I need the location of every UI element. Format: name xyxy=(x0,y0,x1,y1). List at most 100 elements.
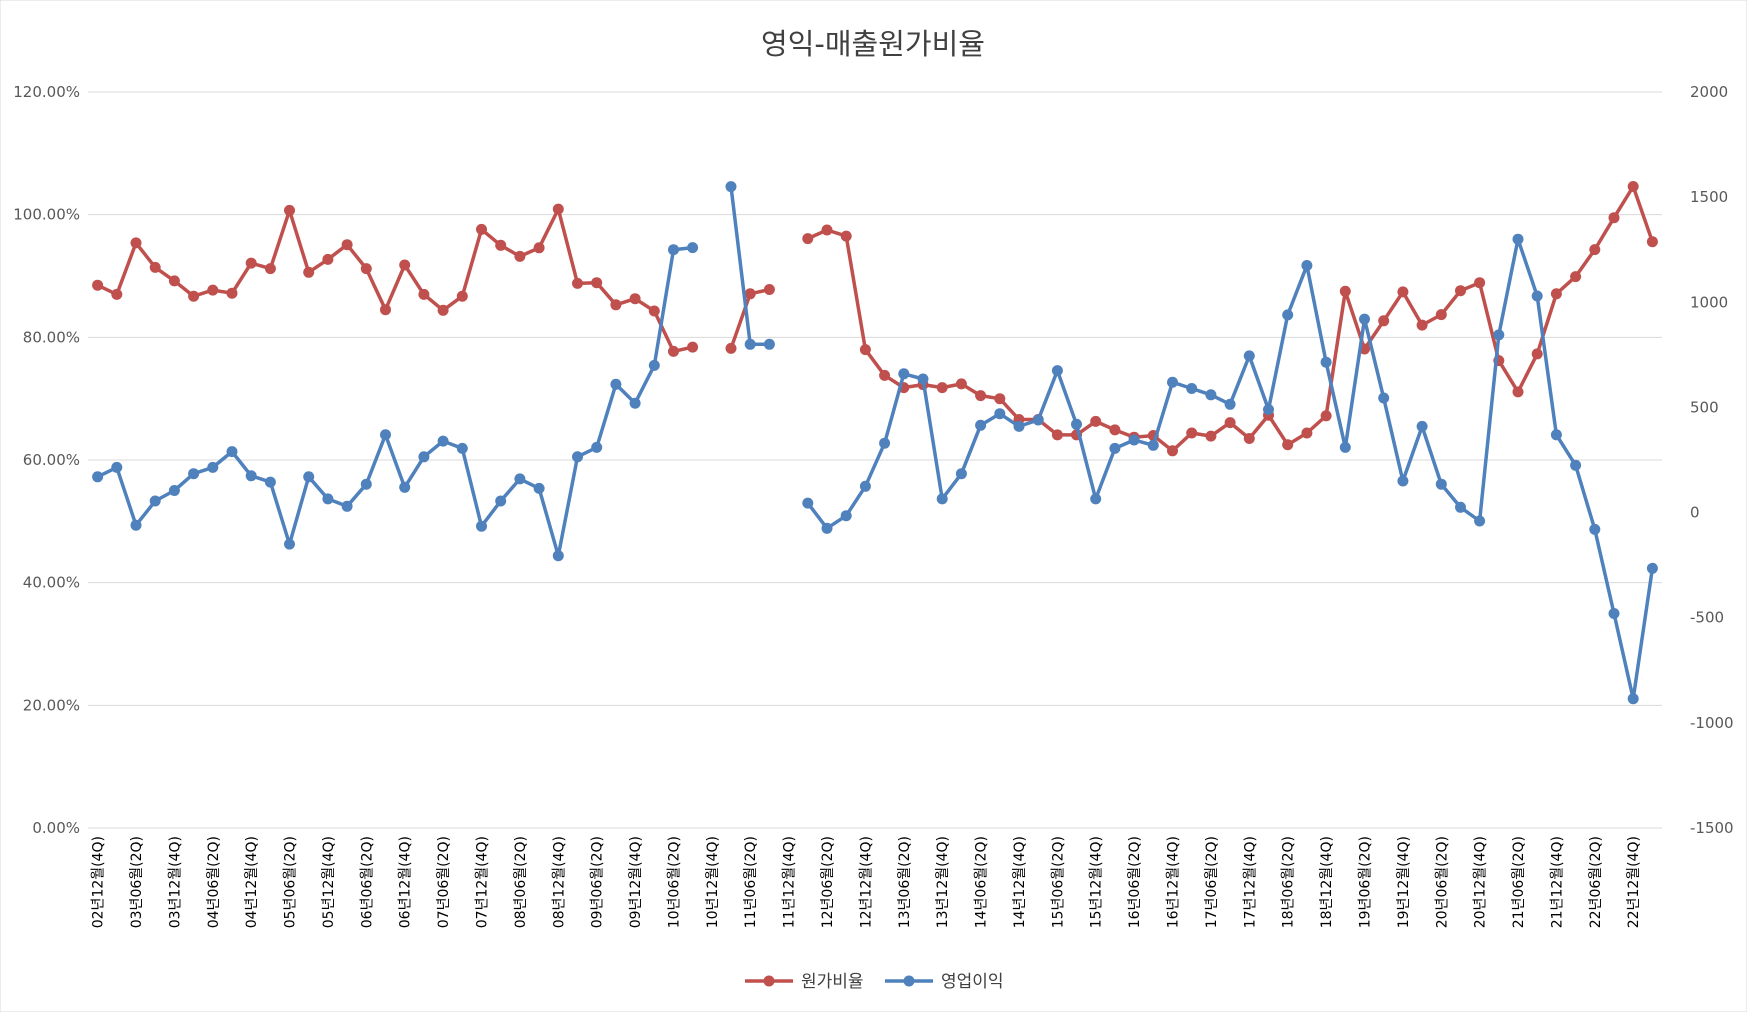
data-point xyxy=(744,338,756,350)
data-point xyxy=(1243,350,1255,362)
data-point xyxy=(629,293,641,305)
legend-swatch-marker xyxy=(903,975,915,987)
x-tick-label: 11년12월(4Q) xyxy=(782,836,798,928)
x-tick-label: 17년06월(2Q) xyxy=(1204,836,1220,928)
x-tick-label: 22년12월(4Q) xyxy=(1626,836,1642,928)
data-point xyxy=(1531,348,1543,360)
data-point xyxy=(303,471,315,483)
data-point xyxy=(418,451,430,463)
data-point xyxy=(418,288,430,300)
data-point xyxy=(1320,356,1332,368)
x-tick-label: 06년12월(4Q) xyxy=(398,836,414,928)
series-영업이익 xyxy=(92,181,1658,705)
y-right-tick-label: -1000 xyxy=(1690,714,1734,732)
data-point xyxy=(994,408,1006,420)
data-point xyxy=(975,390,987,402)
x-tick-label: 19년12월(4Q) xyxy=(1396,836,1412,928)
x-tick-label: 14년12월(4Q) xyxy=(1012,836,1028,928)
data-point xyxy=(1455,285,1466,297)
data-point xyxy=(168,275,180,287)
data-point xyxy=(1378,315,1390,327)
data-point xyxy=(226,446,238,458)
data-point xyxy=(994,393,1006,405)
data-point xyxy=(744,288,756,300)
data-point xyxy=(476,520,487,532)
data-point xyxy=(1339,441,1351,453)
x-tick-label: 08년06월(2Q) xyxy=(513,836,529,928)
data-point xyxy=(1128,434,1140,446)
data-point xyxy=(591,441,603,453)
data-point xyxy=(1109,424,1121,436)
y-left-tick-label: 40.00% xyxy=(23,574,80,592)
data-point xyxy=(245,470,257,482)
y-right-tick-label: 0 xyxy=(1690,504,1700,522)
data-point xyxy=(552,550,564,562)
x-tick-label: 07년12월(4Q) xyxy=(475,836,491,928)
data-point xyxy=(1531,290,1543,302)
y-left-tick-label: 60.00% xyxy=(23,451,80,469)
x-tick-label: 09년06월(2Q) xyxy=(590,836,606,928)
data-point xyxy=(380,304,391,316)
data-point xyxy=(917,373,929,385)
data-point xyxy=(533,482,545,494)
data-point xyxy=(1416,420,1428,432)
data-point xyxy=(1397,475,1409,487)
data-point xyxy=(840,230,852,242)
data-point xyxy=(1512,386,1524,398)
data-point xyxy=(1243,433,1255,444)
data-point xyxy=(1263,404,1274,415)
x-tick-label: 20년06월(2Q) xyxy=(1434,836,1450,928)
data-point xyxy=(1646,236,1658,248)
data-point xyxy=(802,233,814,245)
x-tick-label: 04년12월(4Q) xyxy=(244,836,260,928)
data-point xyxy=(360,478,372,490)
x-tick-label: 17년12월(4Q) xyxy=(1242,836,1258,928)
legend: 원가비율 영업이익 xyxy=(745,972,1004,992)
x-tick-label: 21년06월(2Q) xyxy=(1511,836,1527,928)
data-point xyxy=(533,242,545,254)
data-point xyxy=(821,522,833,534)
series-layer xyxy=(92,181,1658,705)
data-point xyxy=(821,224,833,236)
data-point xyxy=(245,257,257,269)
data-point xyxy=(687,242,699,254)
x-tick-label: 13년06월(2Q) xyxy=(897,836,913,928)
y-right-tick-label: 500 xyxy=(1690,398,1719,416)
data-point xyxy=(1378,392,1390,404)
y-left-tick-label: 20.00% xyxy=(23,696,80,714)
data-point xyxy=(610,299,622,311)
data-point xyxy=(437,304,449,316)
data-point xyxy=(1109,442,1121,454)
x-tick-label: 07년06월(2Q) xyxy=(436,836,452,928)
legend-label: 원가비율 xyxy=(801,972,864,992)
data-point xyxy=(264,263,276,275)
data-point xyxy=(1167,376,1178,388)
data-point xyxy=(687,341,699,353)
data-point xyxy=(437,435,449,447)
data-point xyxy=(591,277,603,289)
data-point xyxy=(1301,260,1313,271)
x-tick-label: 15년06월(2Q) xyxy=(1050,836,1066,928)
y-right-tick-label: 1500 xyxy=(1690,188,1728,206)
data-point xyxy=(1608,212,1620,224)
data-point xyxy=(1570,271,1582,283)
data-point xyxy=(130,519,142,531)
x-tick-label: 18년06월(2Q) xyxy=(1281,836,1297,928)
y-left-tick-label: 0.00% xyxy=(32,819,80,837)
data-point xyxy=(207,461,219,473)
data-point xyxy=(1205,430,1217,442)
data-point xyxy=(322,493,334,505)
data-point xyxy=(763,338,775,350)
data-point xyxy=(380,429,391,441)
data-point xyxy=(456,442,468,454)
y-right-tick-label: 1000 xyxy=(1690,293,1728,311)
data-point xyxy=(1090,493,1102,505)
y-axis-right: -1500 -1000 -500 0 500 1000 1500 2000 xyxy=(1690,83,1734,837)
data-point xyxy=(668,345,679,357)
data-point xyxy=(572,451,583,463)
x-tick-label: 08년12월(4Q) xyxy=(551,836,567,928)
data-point xyxy=(322,253,334,265)
data-point xyxy=(1474,515,1486,527)
